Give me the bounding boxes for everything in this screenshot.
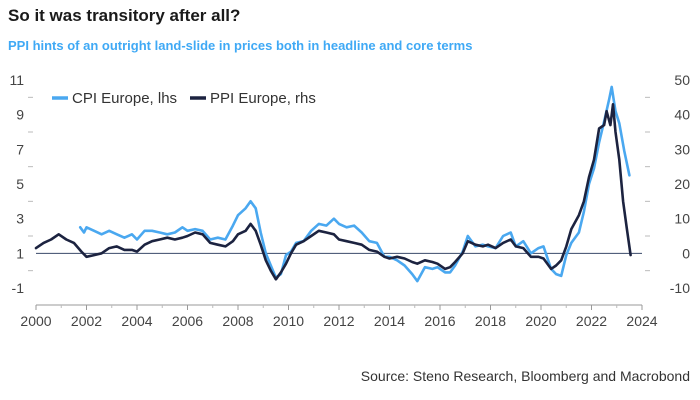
x-tick-label: 2008 [222, 313, 253, 329]
chart-title: So it was transitory after all? [8, 6, 241, 25]
x-tick-label: 2004 [121, 313, 152, 329]
y-left-tick-label: 1 [16, 245, 24, 261]
chart-legend: CPI Europe, lhs PPI Europe, rhs [52, 90, 316, 107]
x-tick-label: 2020 [525, 313, 556, 329]
y-left-tick-label: 3 [16, 211, 24, 227]
y-right-tick-label: 40 [674, 107, 690, 123]
source-note: Source: Steno Research, Bloomberg and Ma… [360, 368, 690, 384]
y-left-tick-label: 9 [16, 107, 24, 123]
x-tick-label: 2000 [20, 313, 51, 329]
chart-lines [34, 85, 632, 283]
x-tick-label: 2022 [576, 313, 607, 329]
y-right-tick-label: 50 [674, 72, 690, 88]
x-tick-label: 2012 [323, 313, 354, 329]
y-right-tick-label: -10 [670, 280, 690, 296]
y-left-tick-label: 5 [16, 176, 24, 192]
series-line-1 [78, 85, 631, 283]
x-tick-label: 2006 [172, 313, 203, 329]
x-tick-label: 2014 [374, 313, 405, 329]
x-tick-label: 2010 [273, 313, 304, 329]
x-tick-label: 2018 [475, 313, 506, 329]
x-tick-label: 2016 [424, 313, 455, 329]
chart-axes: 2000 2002 2004 2006 2008 2010 2012 2014 2016 2018… [9, 72, 690, 329]
y-right-tick-label: 20 [674, 176, 690, 192]
legend-label-1: CPI Europe, lhs [72, 90, 177, 107]
y-right-tick-label: 0 [682, 245, 690, 261]
series-line-2 [34, 103, 632, 281]
y-left-tick-label: -1 [12, 280, 25, 296]
y-right-tick-label: 10 [674, 211, 690, 227]
y-left-tick-label: 7 [16, 141, 24, 157]
chart-subtitle: PPI hints of an outright land-slide in p… [8, 38, 473, 53]
legend-label-2: PPI Europe, rhs [210, 90, 316, 107]
y-left-tick-label: 11 [9, 72, 24, 88]
x-tick-label: 2002 [71, 313, 102, 329]
y-right-tick-label: 30 [674, 141, 690, 157]
x-tick-label: 2024 [626, 313, 657, 329]
